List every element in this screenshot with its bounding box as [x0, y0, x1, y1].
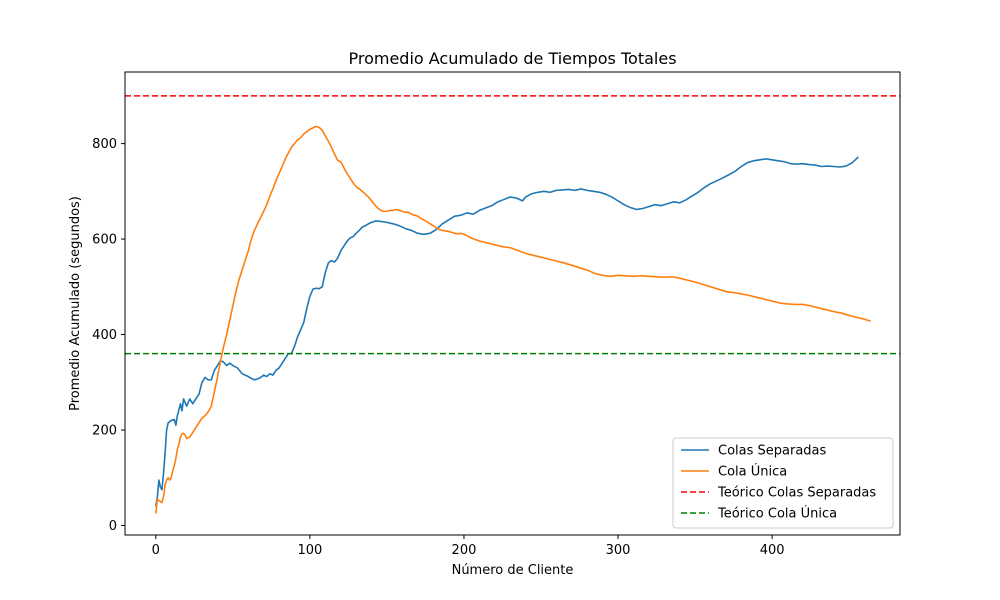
lines-layer — [125, 95, 900, 514]
series-colas-separadas — [155, 156, 859, 507]
x-tick-label: 400 — [760, 543, 785, 558]
x-axis: 0 100 200 300 400 — [152, 535, 785, 558]
chart-title: Promedio Acumulado de Tiempos Totales — [348, 49, 676, 68]
x-tick-label: 100 — [297, 543, 322, 558]
y-tick-label: 600 — [92, 233, 117, 248]
x-tick-label: 0 — [152, 543, 160, 558]
plot-frame — [124, 71, 901, 536]
y-tick-label: 800 — [92, 137, 117, 152]
x-tick-label: 300 — [606, 543, 631, 558]
y-tick-label: 400 — [92, 328, 117, 343]
y-axis: 0 200 400 600 800 — [92, 137, 125, 534]
legend-label-colas-separadas: Colas Separadas — [718, 444, 827, 459]
y-axis-label: Promedio Acumulado (segundos) — [68, 196, 83, 411]
y-tick-label: 0 — [109, 519, 117, 534]
series-cola-unica — [155, 125, 871, 514]
x-tick-label: 200 — [452, 543, 477, 558]
legend: Colas Separadas Cola Única Teórico Colas S… — [672, 437, 894, 529]
legend-label-teorico-cola-unica: Teórico Cola Única — [717, 506, 837, 522]
x-axis-label: Número de Cliente — [452, 563, 574, 578]
legend-box — [672, 437, 894, 529]
legend-label-teorico-colas-separadas: Teórico Colas Separadas — [717, 486, 876, 501]
y-tick-label: 200 — [92, 423, 117, 438]
legend-label-cola-unica: Cola Única — [718, 464, 787, 480]
